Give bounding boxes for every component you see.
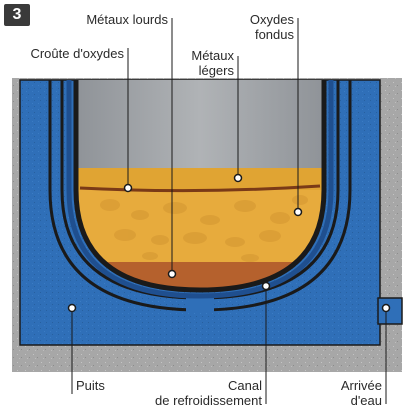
- oxide-texture: [100, 195, 308, 262]
- vessel-upper-steel: [76, 80, 324, 170]
- dot-metaux-legers: [233, 173, 243, 183]
- figure-number-badge: 3: [4, 4, 30, 26]
- leader-lines: [71, 18, 387, 404]
- vessel-wall: [73, 80, 327, 293]
- water-inlet-pipe: [377, 297, 403, 325]
- label-puits: Puits: [76, 378, 105, 393]
- leader-dots: [67, 173, 391, 313]
- figure-number: 3: [12, 6, 22, 23]
- label-text: Croûte d'oxydes: [30, 46, 124, 61]
- label-oxydes-fondus: Oxydes fondus: [234, 12, 294, 42]
- label-canal: Canal de refroidissement: [130, 378, 262, 408]
- dot-arrivee: [381, 303, 391, 313]
- light-metals-layer: [76, 168, 324, 190]
- label-text: Canal: [228, 378, 262, 393]
- label-croute: Croûte d'oxydes: [10, 46, 124, 61]
- label-text: Métaux lourds: [86, 12, 168, 27]
- label-text: d'eau: [350, 393, 382, 408]
- oxide-crust: [79, 184, 321, 193]
- label-text: Oxydes: [249, 12, 294, 27]
- label-text: de refroidissement: [155, 393, 262, 408]
- cooling-channel-gap: [186, 296, 214, 312]
- dot-croute: [123, 183, 133, 193]
- label-text: Métaux: [191, 48, 234, 63]
- dot-oxydes-fondus: [293, 207, 303, 217]
- dot-puits: [67, 303, 77, 313]
- dot-canal: [261, 281, 271, 291]
- vessel-blue-ring: [66, 80, 334, 299]
- label-metaux-lourds: Métaux lourds: [70, 12, 168, 27]
- label-text: légers: [198, 63, 234, 78]
- dot-metaux-lourds: [167, 269, 177, 279]
- label-text: Arrivée: [340, 378, 382, 393]
- label-text: Puits: [76, 378, 105, 393]
- label-text: fondus: [254, 27, 294, 42]
- label-metaux-legers: Métaux légers: [174, 48, 234, 78]
- label-arrivee: Arrivée d'eau: [322, 378, 382, 408]
